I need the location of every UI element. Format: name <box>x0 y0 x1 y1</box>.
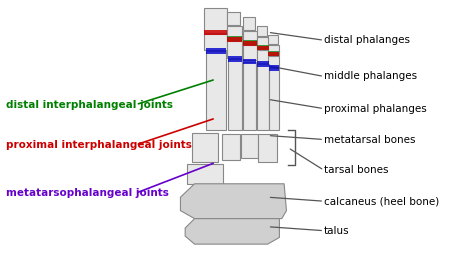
Text: metatarsal bones: metatarsal bones <box>324 134 416 144</box>
Bar <box>258 134 277 162</box>
Bar <box>227 36 242 41</box>
Text: distal interphalangeal joints: distal interphalangeal joints <box>6 100 173 110</box>
Text: tarsal bones: tarsal bones <box>324 165 389 175</box>
Text: metatarsophalangeal joints: metatarsophalangeal joints <box>6 188 169 198</box>
Bar <box>243 40 257 45</box>
Bar <box>228 59 242 130</box>
Bar <box>268 56 279 67</box>
Text: proximal interphalangeal joints: proximal interphalangeal joints <box>6 140 192 150</box>
Bar <box>256 25 267 36</box>
Bar <box>192 133 218 162</box>
Bar <box>268 51 279 56</box>
Bar <box>206 48 226 54</box>
Bar <box>268 35 278 44</box>
Bar <box>206 51 226 130</box>
Bar <box>227 12 240 25</box>
Bar <box>268 45 279 54</box>
Bar <box>204 8 227 33</box>
Bar <box>227 41 242 58</box>
Bar <box>257 64 269 130</box>
Polygon shape <box>185 219 279 244</box>
Bar <box>243 18 255 30</box>
Bar <box>227 26 242 40</box>
Polygon shape <box>181 184 286 219</box>
Bar <box>243 31 257 44</box>
Text: distal phalanges: distal phalanges <box>324 35 410 45</box>
Bar <box>256 46 269 50</box>
Bar <box>204 30 227 35</box>
Bar <box>241 134 258 158</box>
Bar <box>256 50 269 63</box>
Bar <box>222 134 240 160</box>
Bar <box>204 34 227 50</box>
Bar <box>243 59 256 64</box>
Text: calcaneus (heel bone): calcaneus (heel bone) <box>324 196 439 206</box>
Bar <box>228 56 242 62</box>
Bar <box>227 37 242 42</box>
Bar <box>268 51 279 56</box>
Bar <box>243 62 256 130</box>
Bar <box>256 37 269 49</box>
Bar <box>243 45 257 60</box>
Bar <box>243 41 257 46</box>
Bar <box>256 45 269 50</box>
Bar <box>269 69 279 130</box>
Bar <box>257 61 269 67</box>
Text: proximal phalanges: proximal phalanges <box>324 104 427 114</box>
Bar <box>269 65 279 71</box>
Text: talus: talus <box>324 226 350 236</box>
Text: middle phalanges: middle phalanges <box>324 72 417 82</box>
Bar <box>187 164 223 184</box>
